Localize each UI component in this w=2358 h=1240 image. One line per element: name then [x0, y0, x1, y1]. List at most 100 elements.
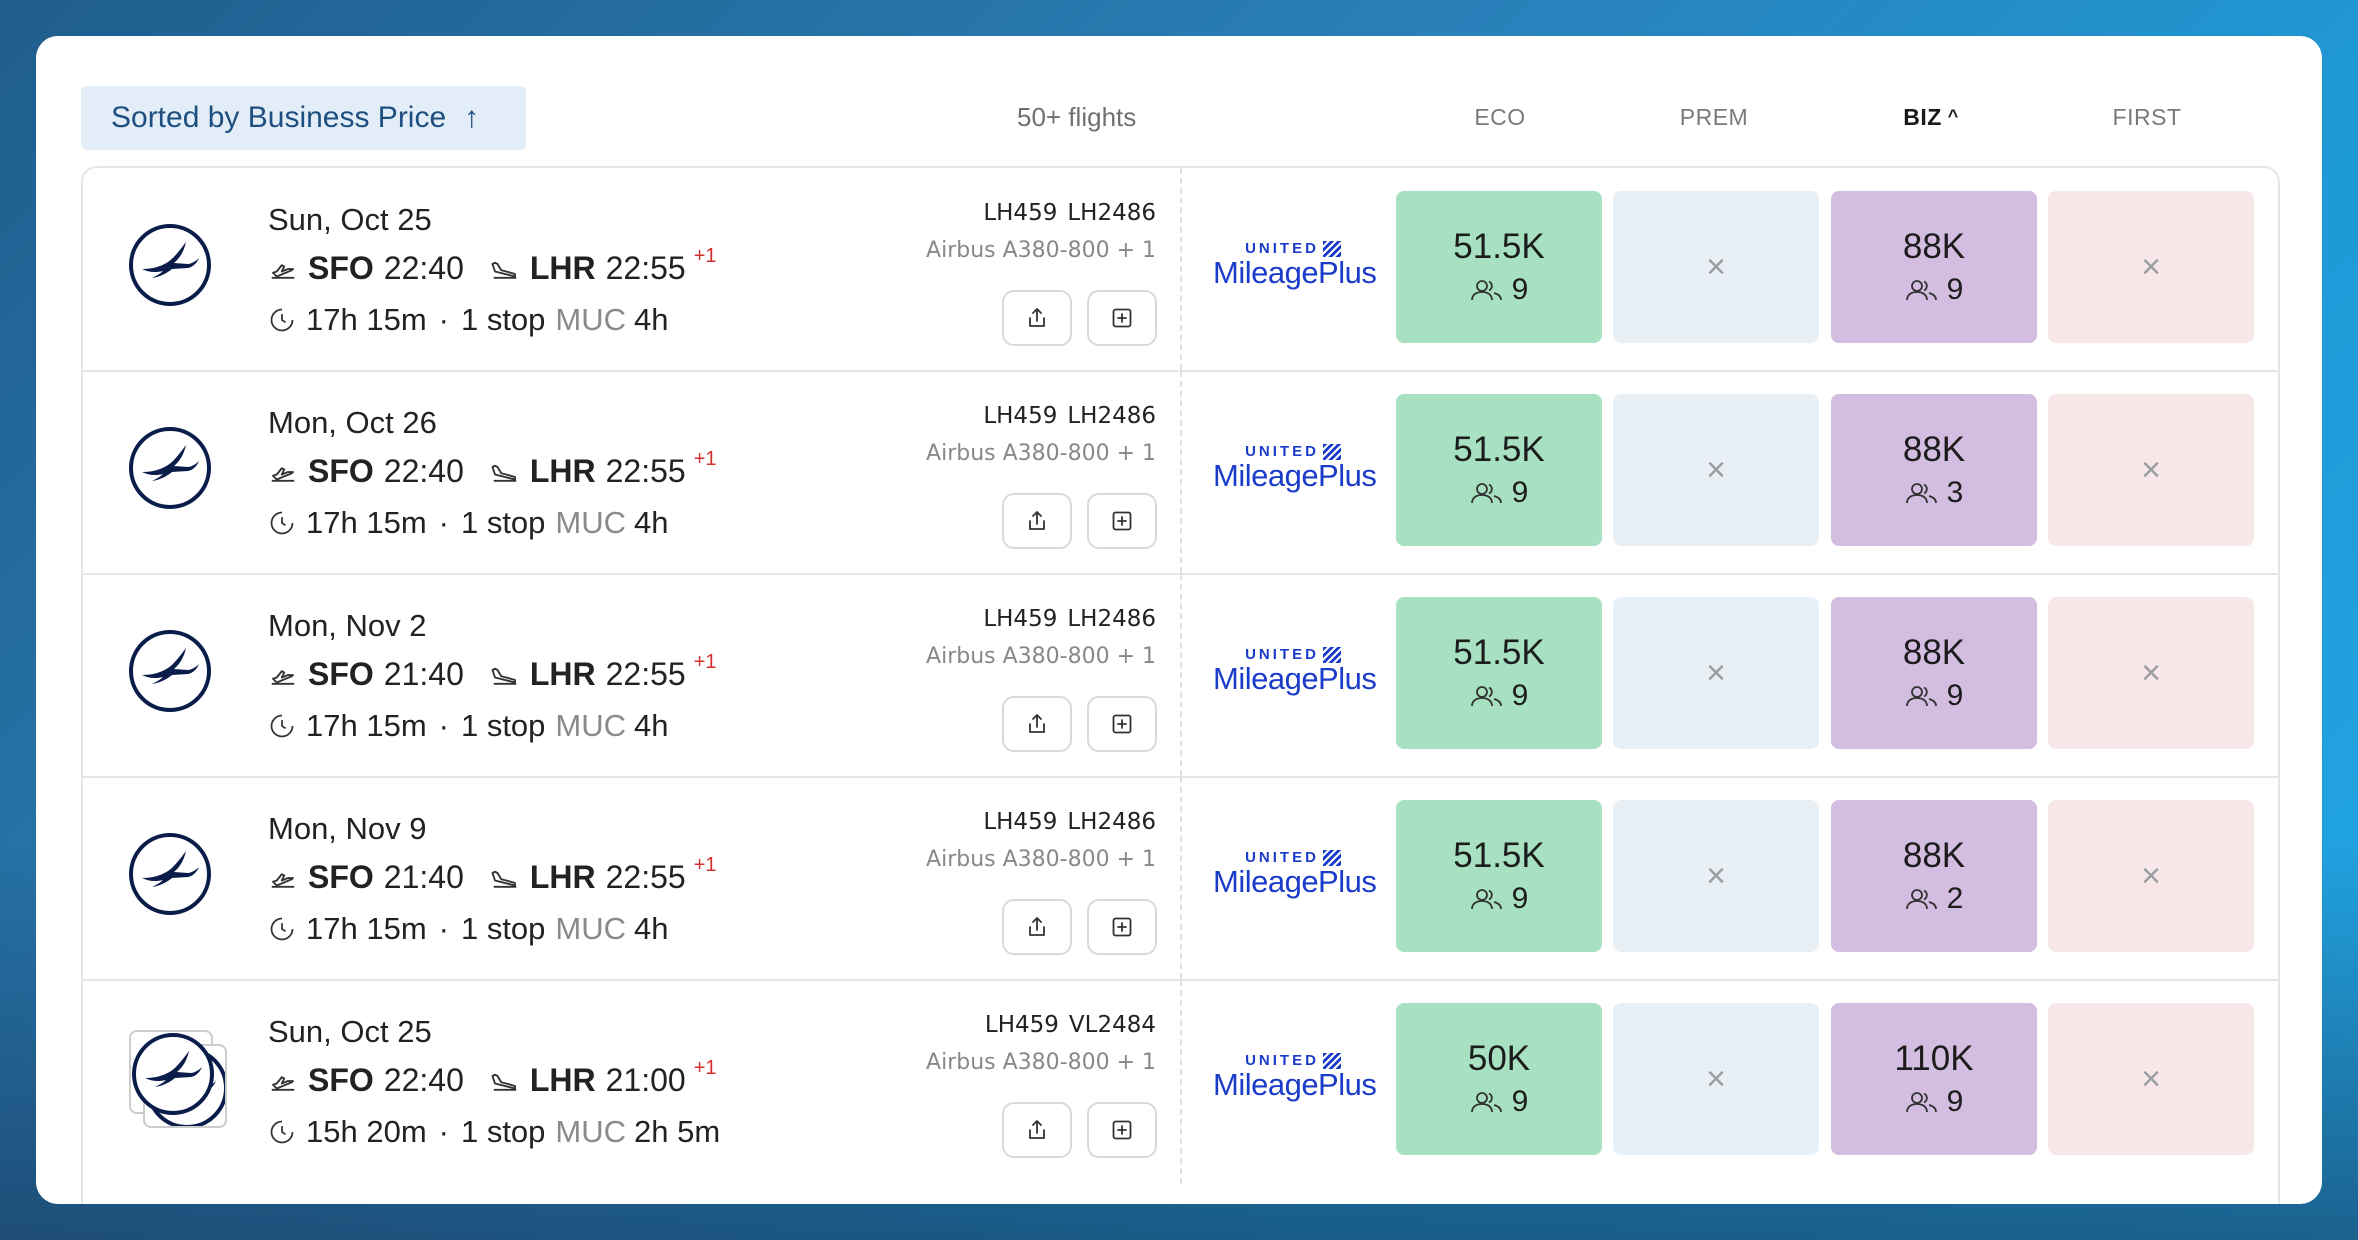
program-name: MileagePlus: [1213, 864, 1377, 899]
layover: 4h: [634, 708, 669, 743]
duration: 15h 20m: [306, 1114, 427, 1149]
close-icon: ×: [2141, 1059, 2161, 1098]
column-divider: [1180, 777, 1182, 979]
column-header-biz[interactable]: BIZ ^: [1903, 104, 1959, 130]
flight-date: Mon, Oct 26: [268, 405, 437, 440]
stop-code: MUC: [555, 302, 627, 337]
flight-number: LH2486: [1067, 200, 1156, 226]
day-offset: +1: [693, 1057, 717, 1079]
plus-square-icon: [1112, 308, 1132, 328]
sort-button[interactable]: Sorted by Business Price ↑: [81, 86, 526, 150]
share-button[interactable]: [1002, 290, 1072, 346]
clock-icon: [270, 714, 294, 738]
people-icon: [1905, 483, 1937, 504]
duration-line: 15h 20m · 1 stop MUC 2h 5m: [268, 1114, 720, 1150]
first-fare-cell: ×: [2048, 800, 2254, 952]
biz-fare-cell[interactable]: 88K 9: [1831, 191, 2037, 343]
plus-square-icon: [1112, 917, 1132, 937]
eco-fare-cell[interactable]: 51.5K 9: [1396, 191, 1602, 343]
aircraft-type: Airbus A380-800 + 1: [926, 238, 1156, 263]
share-button[interactable]: [1002, 696, 1072, 752]
share-icon: [1029, 1120, 1045, 1139]
stop-code: MUC: [555, 505, 627, 540]
stop-code: MUC: [555, 1114, 627, 1149]
day-offset: +1: [693, 245, 717, 267]
share-icon: [1029, 511, 1045, 530]
eco-seats: 9: [1470, 882, 1528, 916]
prem-fare-cell: ×: [1613, 800, 1819, 952]
clock-icon: [270, 511, 294, 535]
program-name: MileagePlus: [1213, 458, 1377, 493]
biz-seats: 2: [1905, 882, 1963, 916]
add-button[interactable]: [1087, 493, 1157, 549]
people-icon: [1470, 1092, 1502, 1113]
column-header-prem[interactable]: PREM: [1679, 104, 1749, 130]
eco-price: 51.5K: [1453, 227, 1545, 266]
flight-row[interactable]: Mon, Nov 2 SFO 21:40 LHR 22:55 +1 17h 15…: [83, 574, 2278, 778]
stop-code: MUC: [555, 708, 627, 743]
flight-number: LH459: [983, 403, 1058, 429]
program-name: MileagePlus: [1213, 255, 1377, 290]
biz-fare-cell[interactable]: 88K 9: [1831, 597, 2037, 749]
biz-fare-cell[interactable]: 110K 9: [1831, 1003, 2037, 1155]
flight-count: 50+ flights: [1017, 102, 1137, 132]
column-header-eco[interactable]: ECO: [1474, 104, 1526, 130]
arrival-time: 22:55: [605, 250, 686, 286]
prem-fare-cell: ×: [1613, 394, 1819, 546]
lufthansa-crane-logo: [129, 1030, 229, 1130]
flight-date: Mon, Nov 2: [268, 608, 427, 643]
first-fare-cell: ×: [2048, 191, 2254, 343]
add-button[interactable]: [1087, 899, 1157, 955]
flight-number: LH2486: [1067, 403, 1156, 429]
flight-row[interactable]: Mon, Oct 26 SFO 22:40 LHR 22:55 +1 17h 1…: [83, 371, 2278, 575]
route-line: SFO 21:40 LHR 22:55 +1: [268, 854, 717, 896]
stops: 1 stop: [460, 505, 546, 540]
route-line: SFO 21:40 LHR 22:55 +1: [268, 651, 717, 693]
origin-code: SFO: [308, 656, 374, 692]
departure-time: 22:40: [383, 1062, 464, 1098]
globe-icon: [1322, 646, 1341, 663]
eco-fare-cell[interactable]: 50K 9: [1396, 1003, 1602, 1155]
biz-price: 110K: [1894, 1039, 1974, 1078]
column-divider: [1180, 980, 1182, 1184]
destination-code: LHR: [529, 1062, 596, 1098]
plane-takeoff-icon: [271, 669, 295, 685]
eco-fare-cell[interactable]: 51.5K 9: [1396, 597, 1602, 749]
biz-fare-cell[interactable]: 88K 3: [1831, 394, 2037, 546]
results-panel: Sorted by Business Price ↑ 50+ flights E…: [36, 36, 2322, 1204]
prem-fare-cell: ×: [1613, 1003, 1819, 1155]
lufthansa-crane-logo: [128, 832, 212, 916]
program-name: MileagePlus: [1213, 661, 1377, 696]
eco-fare-cell[interactable]: 51.5K 9: [1396, 800, 1602, 952]
share-button[interactable]: [1002, 1102, 1072, 1158]
layover: 4h: [634, 911, 669, 946]
mileageplus-logo: UNITED MileagePlus: [1213, 443, 1377, 494]
add-button[interactable]: [1087, 696, 1157, 752]
share-button[interactable]: [1002, 493, 1072, 549]
add-button[interactable]: [1087, 290, 1157, 346]
departure-time: 22:40: [383, 250, 464, 286]
biz-fare-cell[interactable]: 88K 2: [1831, 800, 2037, 952]
prem-fare-cell: ×: [1613, 191, 1819, 343]
flight-row[interactable]: Sun, Oct 25 SFO 22:40 LHR 21:00 +1 15h 2…: [83, 980, 2278, 1184]
eco-fare-cell[interactable]: 51.5K 9: [1396, 394, 1602, 546]
flight-row[interactable]: Sun, Oct 25 SFO 22:40 LHR 22:55 +1 17h 1…: [83, 168, 2278, 372]
flight-number: LH2486: [1067, 606, 1156, 632]
departure-time: 22:40: [383, 453, 464, 489]
program-top: UNITED: [1245, 646, 1319, 663]
flight-date: Sun, Oct 25: [268, 202, 432, 237]
origin-code: SFO: [308, 453, 374, 489]
plane-takeoff-icon: [271, 1075, 295, 1091]
flight-row[interactable]: Mon, Nov 9 SFO 21:40 LHR 22:55 +1 17h 15…: [83, 777, 2278, 981]
stops: 1 stop: [460, 1114, 546, 1149]
aircraft-type: Airbus A380-800 + 1: [926, 441, 1156, 466]
program-name: MileagePlus: [1213, 1067, 1377, 1102]
day-offset: +1: [693, 854, 717, 876]
share-button[interactable]: [1002, 899, 1072, 955]
day-offset: +1: [693, 448, 717, 470]
column-header-first[interactable]: FIRST: [2112, 104, 2182, 130]
add-button[interactable]: [1087, 1102, 1157, 1158]
flight-number: LH2486: [1067, 809, 1156, 835]
arrival-time: 22:55: [605, 859, 686, 895]
route-line: SFO 22:40 LHR 22:55 +1: [268, 448, 717, 490]
